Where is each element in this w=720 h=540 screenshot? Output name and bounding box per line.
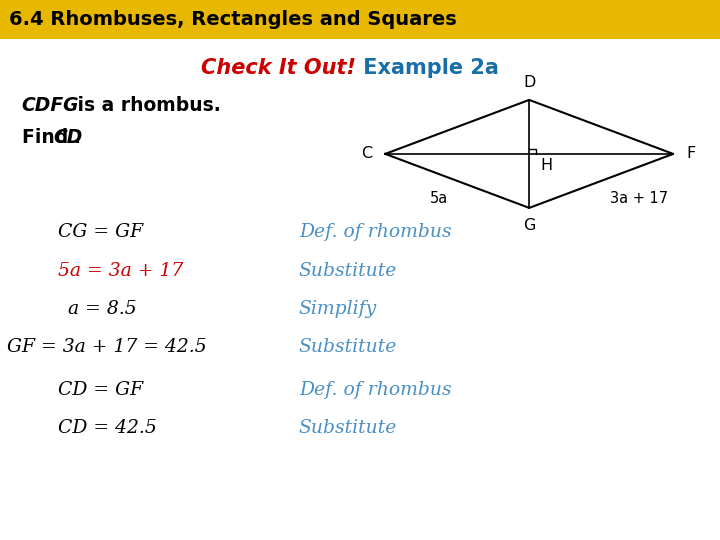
Text: 6.4 Rhombuses, Rectangles and Squares: 6.4 Rhombuses, Rectangles and Squares — [9, 10, 456, 29]
Text: 5a = 3a + 17: 5a = 3a + 17 — [58, 262, 183, 280]
Text: 5a: 5a — [431, 191, 449, 206]
Text: C: C — [361, 146, 372, 161]
Text: Substitute: Substitute — [299, 338, 397, 356]
Text: Example 2a: Example 2a — [356, 57, 499, 78]
Text: CD = GF: CD = GF — [58, 381, 143, 399]
Text: a = 8.5: a = 8.5 — [68, 300, 137, 318]
Text: CD = 42.5: CD = 42.5 — [58, 418, 156, 437]
Text: .: . — [73, 128, 81, 147]
Text: G: G — [523, 218, 536, 233]
Text: D: D — [523, 75, 536, 90]
Text: Simplify: Simplify — [299, 300, 377, 318]
Text: Check It Out!: Check It Out! — [202, 57, 356, 78]
Text: H: H — [540, 158, 552, 173]
Text: CD: CD — [53, 128, 83, 147]
Text: is a rhombus.: is a rhombus. — [71, 96, 220, 115]
Text: F: F — [686, 146, 696, 161]
Text: GF = 3a + 17 = 42.5: GF = 3a + 17 = 42.5 — [7, 338, 207, 356]
Text: Find: Find — [22, 128, 74, 147]
Text: CG = GF: CG = GF — [58, 223, 143, 241]
FancyBboxPatch shape — [0, 0, 720, 39]
Text: Def. of rhombus: Def. of rhombus — [299, 223, 451, 241]
Text: Substitute: Substitute — [299, 418, 397, 437]
Text: Def. of rhombus: Def. of rhombus — [299, 381, 451, 399]
Text: Substitute: Substitute — [299, 262, 397, 280]
Text: CDFG: CDFG — [22, 96, 79, 115]
Text: 3a + 17: 3a + 17 — [610, 191, 668, 206]
